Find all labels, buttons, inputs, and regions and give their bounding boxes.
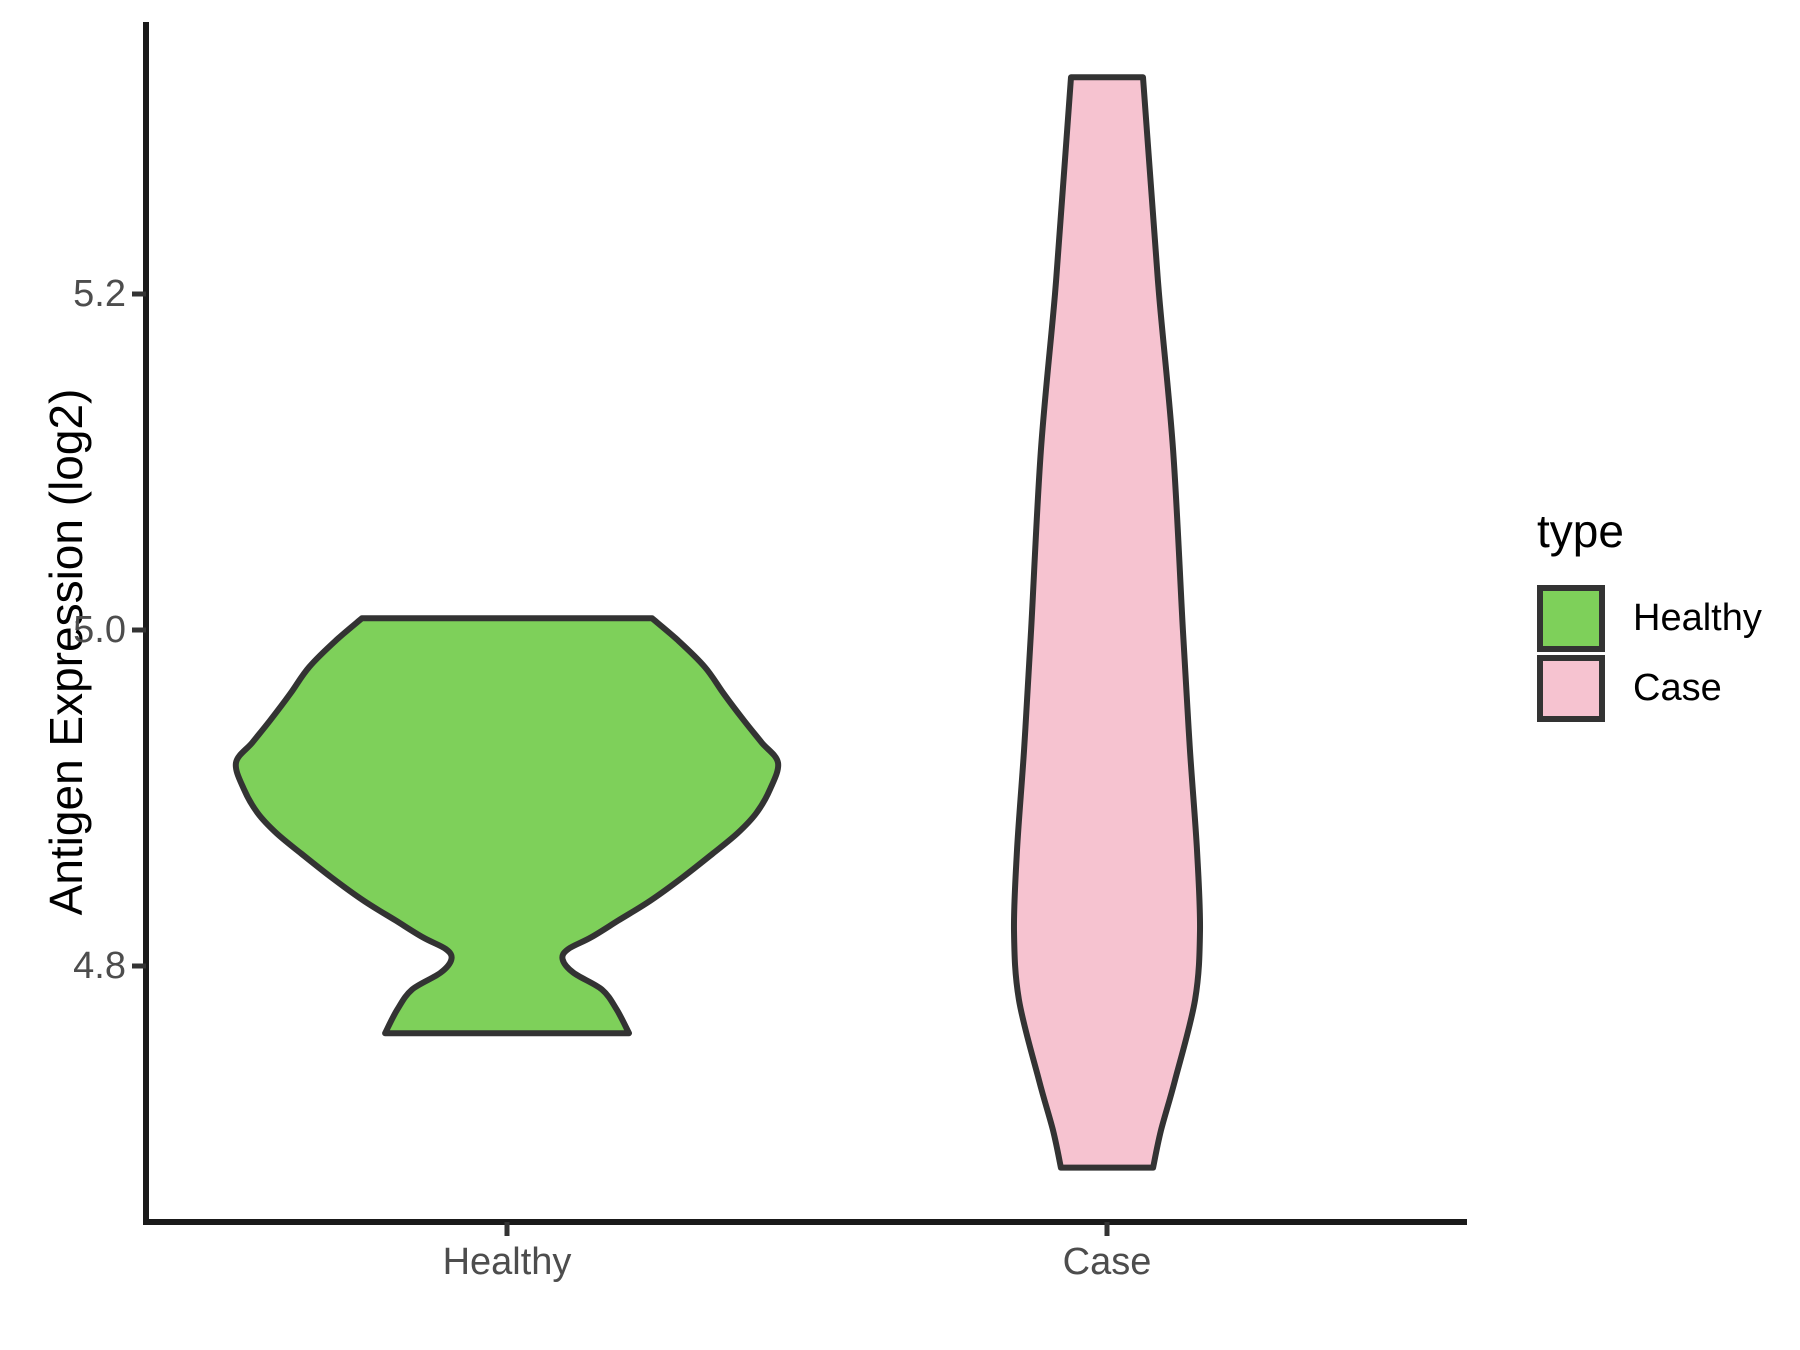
y-tick-label-4.8: 4.8 xyxy=(73,945,126,987)
y-tick-label-5.2: 5.2 xyxy=(73,273,126,315)
legend: type Healthy Case xyxy=(1537,503,1762,725)
legend-swatch-case xyxy=(1537,655,1605,722)
legend-label-healthy: Healthy xyxy=(1633,597,1762,639)
violin-healthy xyxy=(232,615,782,1037)
legend-item-healthy: Healthy xyxy=(1537,585,1762,652)
legend-label-case: Case xyxy=(1633,667,1722,709)
legend-item-case: Case xyxy=(1537,655,1762,722)
violin-case xyxy=(1010,74,1204,1171)
y-tick-label-5.0: 5.0 xyxy=(73,609,126,651)
legend-title: type xyxy=(1537,505,1624,557)
legend-swatch-healthy xyxy=(1537,585,1605,652)
x-tick-label-case: Case xyxy=(1062,1241,1152,1283)
x-tick-label-healthy: Healthy xyxy=(442,1241,572,1283)
